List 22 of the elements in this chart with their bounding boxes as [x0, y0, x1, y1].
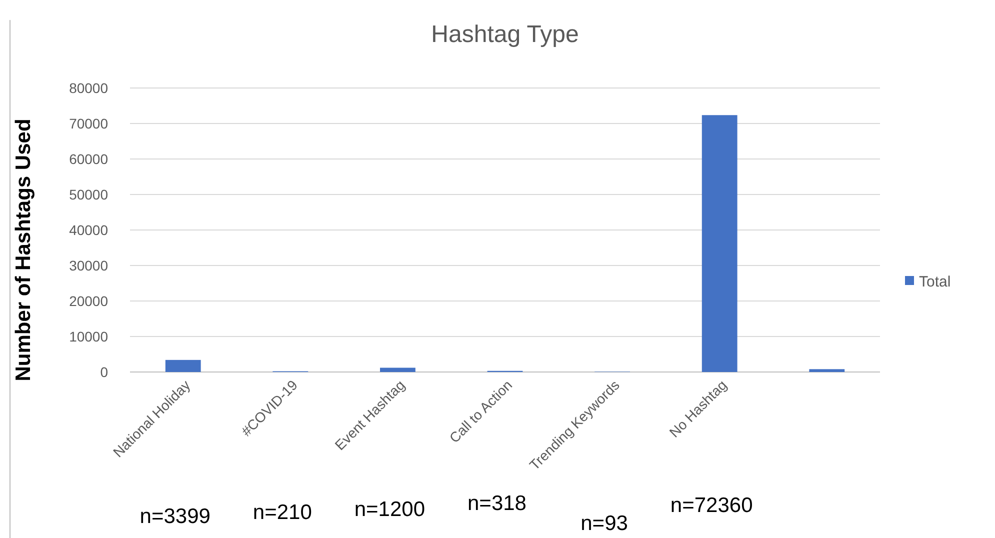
- legend-label: Total: [919, 273, 951, 290]
- y-tick-label: 0: [100, 364, 108, 380]
- y-tick-label: 50000: [69, 186, 108, 202]
- text: n=72360: [670, 494, 753, 517]
- y-tick-label: 10000: [69, 328, 108, 344]
- y-tick-label: 20000: [69, 292, 108, 309]
- text: n=1200: [354, 498, 426, 521]
- chart-title: Hashtag Type: [431, 21, 579, 48]
- y-tick-label: 40000: [69, 222, 108, 238]
- y-tick-label: 60000: [69, 150, 108, 167]
- text: n=93: [580, 512, 628, 535]
- bar: [809, 369, 845, 372]
- y-tick-label: 80000: [69, 80, 108, 96]
- bar: [165, 360, 201, 372]
- text: n=3399: [140, 505, 210, 528]
- bar: [702, 115, 738, 372]
- y-tick-label: 70000: [69, 115, 108, 132]
- text: n=318: [468, 492, 526, 515]
- y-axis-title: Number of Hashtags Used: [12, 118, 35, 382]
- text: n=210: [252, 501, 312, 524]
- bar: [380, 368, 416, 372]
- y-tick-label: 30000: [69, 257, 108, 274]
